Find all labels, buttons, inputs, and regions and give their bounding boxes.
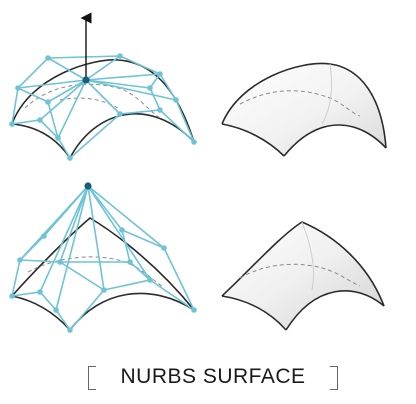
surface-top: [221, 62, 387, 157]
iso-curve: [301, 221, 315, 291]
control-points: [9, 53, 197, 161]
surface-fill: [222, 63, 386, 156]
left-bracket: [88, 366, 96, 390]
surface-edges: [221, 62, 387, 157]
hidden-curves: [24, 83, 161, 119]
caption-text: NURBS SURFACE: [120, 365, 306, 388]
surface-fill: [222, 222, 384, 330]
control-net-bottom: [9, 182, 197, 333]
surface-bottom: [221, 221, 385, 331]
caption-frame: NURBS SURFACE: [88, 362, 338, 394]
surface-edges: [11, 217, 195, 331]
control-points: [9, 227, 197, 333]
control-polygon: [11, 55, 195, 159]
selected-control-point: [84, 182, 92, 190]
hidden-curves: [239, 263, 361, 287]
control-net-top: [9, 12, 197, 161]
surface-edges: [11, 59, 195, 159]
selected-control-point: [82, 76, 90, 84]
iso-curve: [321, 63, 333, 125]
right-bracket: [330, 366, 338, 390]
hidden-curves: [239, 90, 361, 117]
control-polygon: [11, 184, 195, 331]
